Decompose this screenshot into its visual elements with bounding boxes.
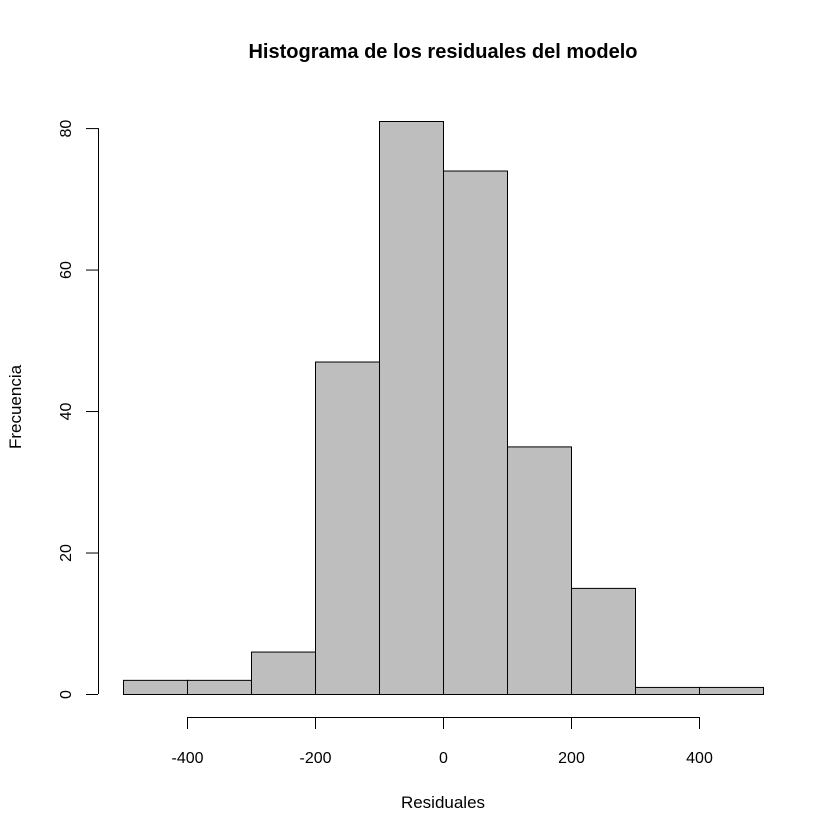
x-tick-label: 400 (686, 750, 713, 767)
y-tick-label: 40 (58, 403, 75, 421)
histogram-bar (315, 361, 380, 695)
y-tick-label: 80 (58, 120, 75, 138)
x-tick-label: 200 (558, 750, 585, 767)
y-axis: 0 20 40 60 80 (58, 120, 99, 699)
x-axis: -400 -200 0 200 400 (171, 717, 713, 767)
histogram-bar (379, 121, 444, 695)
y-tick-label: 20 (58, 544, 75, 562)
y-axis-label: Frecuencia (6, 364, 25, 449)
y-tick-label: 60 (58, 261, 75, 279)
histogram-bar (571, 587, 636, 696)
histogram-bar (187, 679, 252, 696)
x-axis-label: Residuales (401, 793, 485, 812)
histogram-bar (699, 686, 764, 695)
x-tick-label: -400 (171, 750, 203, 767)
histogram-bar (123, 679, 188, 696)
x-tick-label: -200 (299, 750, 331, 767)
histogram-bar (251, 651, 316, 695)
histogram-bar (635, 686, 700, 695)
histogram-bar (443, 170, 508, 696)
y-tick-label: 0 (58, 690, 75, 699)
x-tick-label: 0 (439, 750, 448, 767)
histogram-bar (507, 446, 572, 695)
histogram-bars (123, 121, 764, 696)
chart-title: Histograma de los residuales del modelo (248, 41, 637, 63)
